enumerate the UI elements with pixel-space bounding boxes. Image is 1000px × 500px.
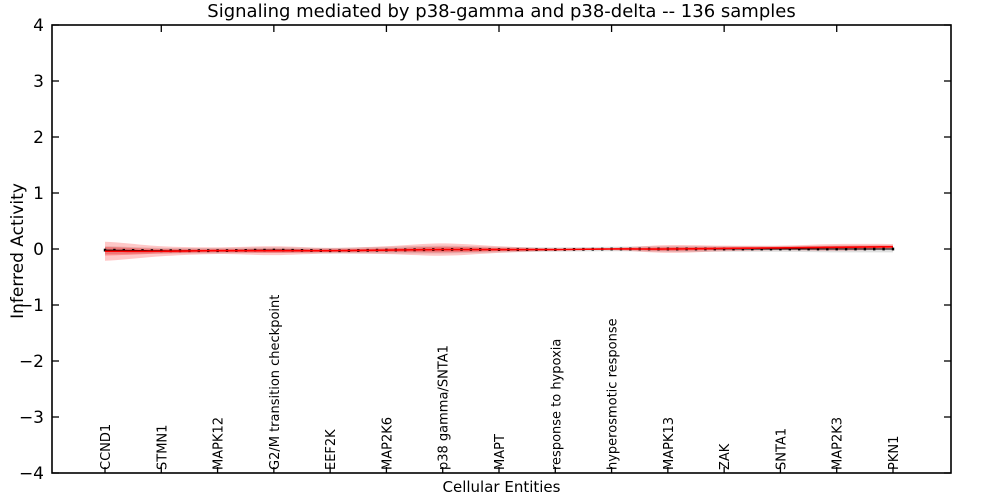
entity-label: SNTA1 (774, 428, 789, 470)
entity-label: PKN1 (887, 436, 902, 470)
y-tick-label: −3 (19, 408, 44, 428)
y-tick-label: −2 (19, 352, 44, 372)
entity-label: MAPT (493, 434, 508, 470)
y-tick-label: 1 (33, 184, 44, 204)
y-tick-label: 0 (33, 240, 44, 260)
entity-label: MAPK12 (212, 417, 227, 470)
entity-label: p38 gamma/SNTA1 (437, 345, 452, 470)
entity-label: ZAK (718, 443, 733, 470)
entity-label: EEF2K (324, 429, 339, 470)
entity-label: response to hypoxia (549, 339, 564, 470)
entity-label: G2/M transition checkpoint (268, 295, 283, 470)
y-tick-label: 2 (33, 128, 44, 148)
entity-label: STMN1 (155, 425, 170, 470)
patient-mean-line (104, 245, 894, 253)
y-tick-label: 3 (33, 72, 44, 92)
patient-std-band (105, 241, 893, 261)
y-tick-label: 4 (33, 16, 44, 36)
y-tick-label: −1 (19, 296, 44, 316)
entity-label: MAP2K6 (380, 417, 395, 470)
entity-label: CCND1 (99, 424, 114, 470)
y-tick-label: −4 (19, 464, 44, 484)
y-axis-label: Inferred Activity (8, 183, 28, 319)
entity-label: MAP2K3 (831, 417, 846, 470)
chart-title: Signaling mediated by p38-gamma and p38-… (207, 1, 796, 22)
entity-label: MAPK13 (662, 417, 677, 470)
entity-label: hyperosmotic response (606, 318, 621, 470)
x-axis-label: Cellular Entities (442, 478, 561, 496)
